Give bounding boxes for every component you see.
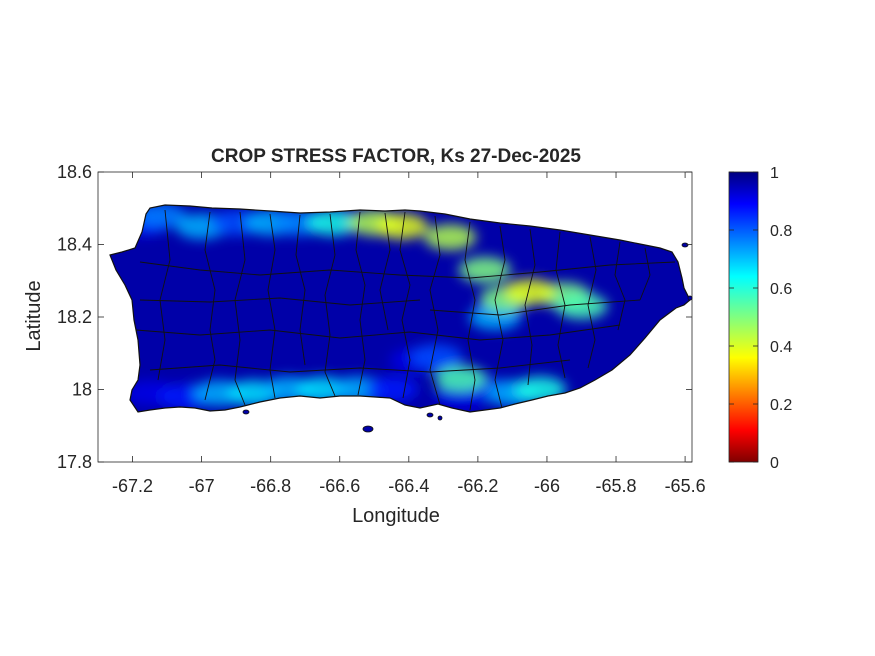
municipality-boundary [639,247,651,301]
y-tick-label: 18.6 [57,162,92,182]
stress-zone [503,278,556,305]
islet [426,412,434,418]
y-tick-label: 17.8 [57,452,92,472]
municipality-boundary [204,211,216,401]
stress-zone [424,224,477,251]
municipality-boundary [135,324,621,341]
x-tick-label: -66.4 [388,476,429,496]
x-tick-label: -66.2 [457,476,498,496]
islet [437,415,443,421]
municipality-boundary [355,211,366,396]
x-tick-label: -67 [189,476,215,496]
x-tick-label: -66.8 [250,476,291,496]
municipality-boundary [464,221,476,411]
municipality-boundary [614,241,626,331]
municipality-boundary [295,214,306,366]
municipality-boundary [149,359,571,373]
municipality-boundary [139,297,421,306]
municipality-boundary [524,228,536,386]
municipality-boundary [157,209,171,381]
municipality-boundary [234,211,246,406]
municipality-boundary [587,236,597,369]
stress-zone [375,213,428,240]
islet [681,242,689,248]
x-axis-label: Longitude [352,505,440,527]
islet [242,409,250,415]
colorbar [728,171,759,463]
colorbar-tick-label: 0 [770,455,779,472]
stress-zone [306,209,359,236]
colorbar-tick-label: 0.4 [770,339,792,356]
municipality-boundary [429,299,641,316]
y-tick-label: 18.4 [57,235,92,255]
colorbar-ticks: 0 0.2 0.4 0.6 0.8 1 [729,165,792,472]
islet [687,295,693,301]
stress-zone [365,376,418,403]
stress-zone [458,256,511,283]
municipality-boundary [399,211,411,399]
municipality-boundaries [135,209,676,411]
x-tick-label: -67.2 [112,476,153,496]
offshore-islets [242,242,693,433]
y-axis-label: Latitude [23,280,45,351]
island-coastline [109,204,691,413]
colorbar-tick-label: 0.2 [770,397,792,414]
municipality-boundary [267,213,276,399]
x-tick-label: -65.8 [596,476,637,496]
municipality-boundary [324,213,336,397]
x-tick-label: -66.6 [319,476,360,496]
stress-zone-layer [116,205,608,410]
colorbar-tick-label: 0.6 [770,281,792,298]
municipality-boundary [379,212,391,331]
y-tick-label: 18 [72,380,92,400]
municipality-boundary [139,261,676,279]
x-axis-ticks: -67.2 -67 -66.8 -66.6 -66.4 -66.2 -66 -65.8 -65.… [112,172,706,496]
islet [362,425,374,433]
island-base-fill [110,205,690,412]
x-tick-label: -65.6 [665,476,706,496]
colorbar-tick-label: 0.8 [770,223,792,240]
stress-zone [555,293,608,320]
municipality-boundary [555,231,566,379]
chart-title: CROP STRESS FACTOR, Ks 27-Dec-2025 [211,146,581,167]
y-axis-ticks: 17.8 18 18.2 18.4 18.6 [57,162,692,472]
colorbar-tick-label: 1 [770,165,779,182]
island-heatmap [110,205,690,412]
stress-zone [410,343,463,370]
y-tick-label: 18.2 [57,307,92,327]
municipality-boundary [494,225,506,409]
x-tick-label: -66 [534,476,560,496]
